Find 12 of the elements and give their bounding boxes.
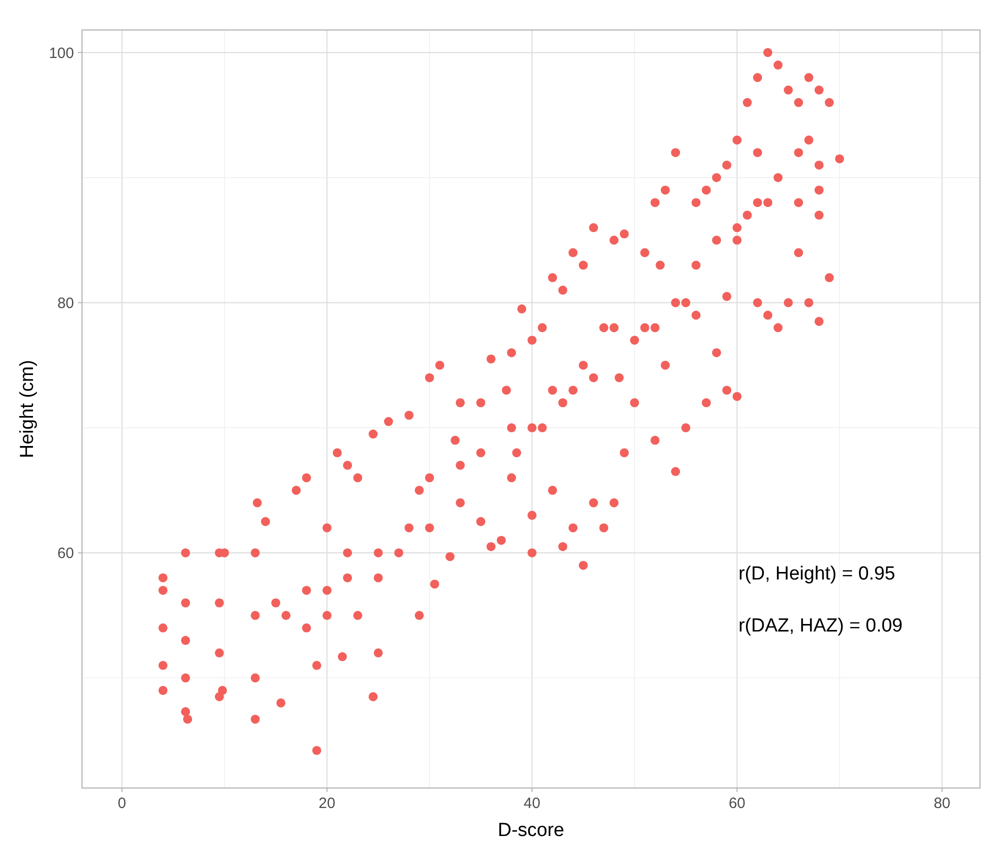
y-axis-title: Height (cm)	[17, 360, 38, 458]
y-tick-label: 100	[48, 44, 74, 62]
x-axis-title: D-score	[498, 820, 564, 841]
annotation: r(D, Height) = 0.95	[738, 564, 896, 585]
x-tick-label: 20	[318, 795, 336, 812]
y-tick-label: 80	[57, 294, 74, 312]
x-tick-label: 40	[524, 795, 540, 812]
x-tick-label: 80	[934, 795, 950, 812]
x-tick-label: 60	[728, 795, 746, 812]
annotation: r(DAZ, HAZ) = 0.09	[738, 616, 903, 637]
y-tick-label: 60	[57, 545, 74, 562]
x-tick-label: 0	[118, 795, 126, 812]
